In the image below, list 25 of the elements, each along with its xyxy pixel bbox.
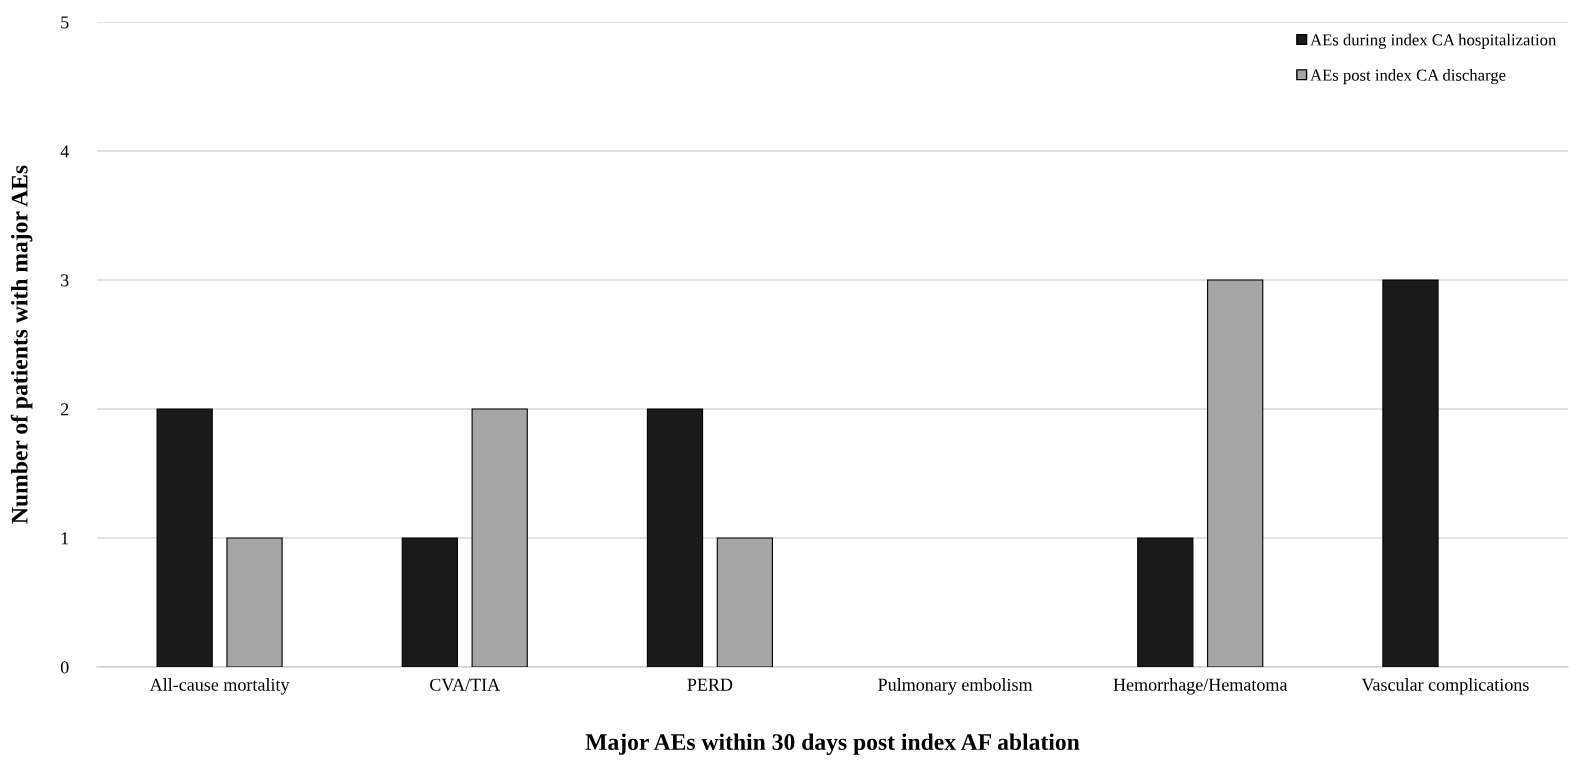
x-tick-label: All-cause mortality <box>149 678 290 695</box>
y-tick-label: 2 <box>60 403 69 416</box>
x-axis-title: Major AEs within 30 days post index AF ablation <box>585 733 1080 755</box>
x-tick-label: CVA/TIA <box>430 678 501 691</box>
y-tick-label: 4 <box>60 145 69 158</box>
y-tick-label: 3 <box>61 274 69 287</box>
bar <box>471 408 528 667</box>
y-tick-label: 0 <box>60 661 69 674</box>
bar <box>1382 279 1439 667</box>
bar <box>226 537 283 667</box>
bar <box>1207 279 1264 667</box>
bar <box>1137 537 1194 667</box>
bar <box>401 537 458 667</box>
bar <box>156 408 213 667</box>
legend-label: AEs during index CA hospitalization <box>1310 33 1557 49</box>
bar <box>716 537 773 667</box>
bar <box>646 408 704 667</box>
y-tick-label: 5 <box>61 16 69 29</box>
y-axis-title: Number of patients with major AEs <box>10 165 33 524</box>
legend-label: AEs post index CA discharge <box>1310 69 1506 85</box>
x-tick-label: Vascular complications <box>1361 678 1529 695</box>
y-tick-label: 1 <box>61 532 69 545</box>
x-tick-label: Pulmonary embolism <box>878 678 1033 695</box>
x-tick-label: PERD <box>687 678 733 691</box>
x-tick-label: Hemorrhage/Hematoma <box>1113 678 1288 695</box>
